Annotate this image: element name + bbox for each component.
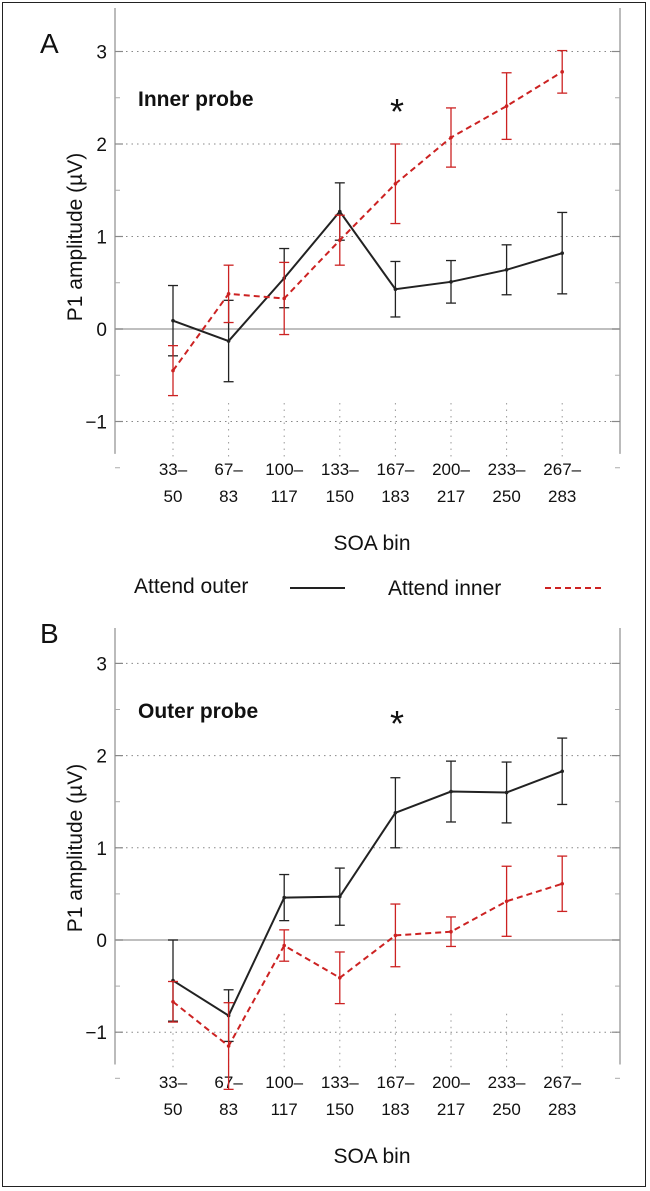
x-tick-label-b: 133–	[321, 1073, 359, 1092]
data-point-attend-outer-b	[393, 810, 398, 815]
x-tick-label-b: 150	[326, 1100, 354, 1119]
x-tick-label-a: 33–	[159, 460, 188, 479]
data-point-attend-outer-a	[338, 209, 342, 214]
x-tick-label-a: 250	[492, 487, 520, 506]
y-tick-label-b: −1	[85, 1023, 107, 1044]
data-point-attend-inner-a	[393, 181, 398, 186]
data-point-attend-inner-a	[449, 135, 453, 140]
data-point-attend-inner-a	[504, 104, 509, 108]
x-tick-label-b: 33–	[159, 1073, 188, 1092]
data-point-attend-inner-a	[560, 70, 564, 74]
x-tick-label-b: 283	[548, 1100, 576, 1119]
data-point-attend-inner-a	[282, 296, 287, 301]
x-tick-label-b: 100–	[265, 1073, 303, 1092]
x-tick-label-a: 233–	[488, 460, 526, 479]
panel-a-ylabel: P1 amplitude (µV)	[64, 153, 87, 322]
x-tick-label-a: 283	[548, 487, 576, 506]
data-point-attend-outer-a	[560, 251, 564, 255]
x-tick-label-a: 67–	[214, 460, 243, 479]
data-point-attend-outer-b	[560, 769, 564, 774]
x-tick-label-a: 167–	[376, 460, 414, 479]
x-tick-label-a: 83	[219, 487, 238, 506]
data-point-attend-outer-b	[504, 790, 509, 795]
panel-a: A Inner probe P1 amplitude (µV) SOA bin …	[40, 28, 411, 555]
x-tick-label-a: 217	[437, 487, 465, 506]
y-tick-label-b: 2	[96, 747, 107, 768]
data-point-attend-inner-b	[393, 933, 398, 938]
data-point-attend-inner-a	[338, 238, 342, 242]
panel-b: B Outer probe P1 amplitude (µV) SOA bin …	[40, 618, 411, 1168]
data-point-attend-inner-b	[171, 999, 175, 1004]
data-point-attend-outer-a	[393, 287, 398, 292]
x-tick-label-b: 267–	[543, 1073, 581, 1092]
panel-b-probe-label: Outer probe	[138, 700, 258, 723]
series-line-attend-outer-b	[172, 770, 563, 1018]
x-tick-label-a: 117	[271, 487, 298, 506]
x-tick-label-a: 50	[164, 487, 183, 506]
x-tick-label-a: 200–	[432, 460, 470, 479]
panel-a-probe-label: Inner probe	[138, 88, 254, 111]
data-point-attend-outer-a	[504, 268, 509, 272]
data-point-attend-outer-a	[449, 280, 453, 284]
x-tick-label-a: 150	[326, 487, 354, 506]
panel-b-letter: B	[40, 618, 59, 649]
data-point-attend-inner-b	[449, 929, 453, 934]
x-tick-label-a: 267–	[543, 460, 581, 479]
data-point-attend-inner-a	[171, 368, 175, 373]
y-tick-label-a: −1	[85, 413, 107, 434]
x-tick-label-a: 133–	[321, 460, 359, 479]
panel-a-letter: A	[40, 28, 59, 59]
x-tick-label-b: 167–	[376, 1073, 414, 1092]
data-point-attend-inner-b	[504, 899, 509, 904]
series-line-attend-inner-b	[172, 882, 563, 1048]
y-tick-label-b: 0	[96, 931, 107, 952]
data-point-attend-inner-b	[338, 976, 342, 980]
x-tick-label-b: 200–	[432, 1073, 470, 1092]
y-tick-label-b: 1	[96, 839, 107, 860]
data-point-attend-outer-a	[226, 339, 231, 343]
y-tick-label-a: 3	[96, 43, 107, 64]
x-tick-label-b: 233–	[488, 1073, 526, 1092]
data-point-attend-outer-b	[449, 789, 453, 794]
y-tick-label-a: 0	[96, 320, 107, 341]
data-point-attend-outer-b	[338, 894, 342, 899]
x-tick-label-a: 100–	[265, 460, 303, 479]
x-tick-label-b: 50	[164, 1100, 183, 1119]
x-tick-label-b: 250	[492, 1100, 520, 1119]
x-tick-label-b: 217	[437, 1100, 465, 1119]
series-line-attend-outer-a	[172, 209, 563, 343]
y-tick-label-a: 1	[96, 228, 107, 249]
x-tick-label-a: 183	[381, 487, 409, 506]
legend-label-attend-outer: Attend outer	[134, 575, 248, 598]
x-tick-label-b: 83	[219, 1100, 238, 1119]
panel-b-xlabel: SOA bin	[333, 1145, 410, 1168]
panel-b-significance-star: *	[390, 703, 404, 744]
data-point-attend-inner-b	[560, 881, 564, 886]
y-tick-label-b: 3	[96, 654, 107, 675]
data-point-attend-outer-a	[171, 318, 175, 323]
plot-area-a: 3 2 1 0 −1 33– 50 67– 83 100– 117 133– 150 167– 183 200…	[85, 8, 621, 506]
data-point-attend-outer-b	[282, 895, 287, 900]
panel-b-ylabel: P1 amplitude (µV)	[64, 764, 87, 933]
x-tick-label-b: 183	[381, 1100, 409, 1119]
legend-label-attend-inner: Attend inner	[388, 577, 501, 600]
x-tick-label-b: 117	[271, 1100, 298, 1119]
series-line-attend-inner-a	[172, 70, 563, 372]
legend: Attend outer Attend inner	[134, 575, 605, 600]
data-point-attend-inner-a	[226, 292, 231, 296]
data-point-attend-inner-b	[226, 1044, 231, 1048]
panel-a-significance-star: *	[390, 91, 404, 132]
y-tick-label-a: 2	[96, 135, 107, 156]
data-point-attend-inner-b	[282, 943, 287, 948]
panel-a-xlabel: SOA bin	[333, 532, 410, 555]
plot-area-b: 3210−133–5067–83100–117133–150167–183200…	[85, 628, 621, 1119]
